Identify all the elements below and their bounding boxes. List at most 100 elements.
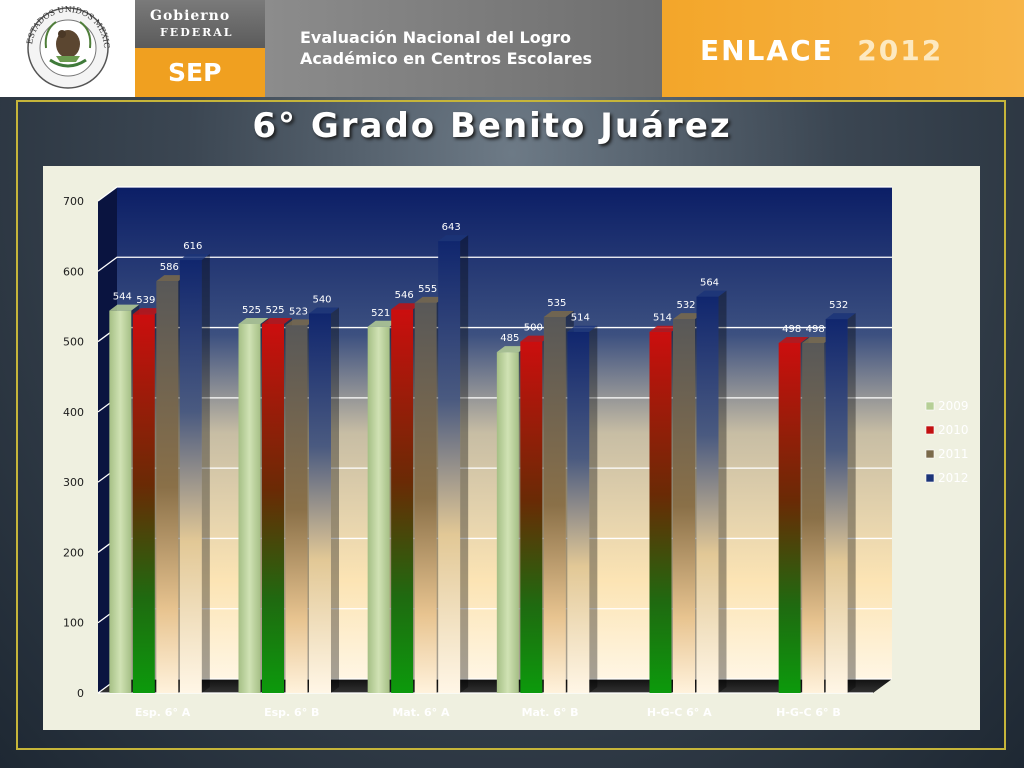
data-label: 525 xyxy=(242,305,261,316)
seal-panel: ESTADOS UNIDOS MEXICANOS xyxy=(0,0,135,97)
legend-swatch-2010 xyxy=(925,425,935,435)
y-tick-label: 0 xyxy=(77,687,84,700)
legend-swatch-2012 xyxy=(925,473,935,483)
data-label: 498 xyxy=(782,324,801,335)
bar-2011 xyxy=(285,325,308,693)
bar-2011 xyxy=(673,319,695,693)
bar-top-2010 xyxy=(262,318,292,324)
x-tick-label: H-G-C 6° B xyxy=(776,706,841,719)
bar-chart: 0 100 200 300 400 500 600 700 544 539 586 616 Esp. 6… xyxy=(43,166,980,730)
bar-side-2012 xyxy=(718,290,727,693)
legend-label: 2010 xyxy=(938,423,969,437)
y-tick-label: 600 xyxy=(63,265,84,278)
x-tick-label: Esp. 6° B xyxy=(264,706,319,719)
bar-top-2012 xyxy=(696,290,727,297)
bar-top-2011 xyxy=(543,310,574,317)
bar-2010 xyxy=(778,342,801,693)
bar-2012 xyxy=(696,296,719,693)
bar-2009 xyxy=(109,310,132,693)
data-label: 643 xyxy=(442,222,461,233)
data-label: 540 xyxy=(312,294,331,305)
data-label: 523 xyxy=(289,306,308,317)
bar-top-2012 xyxy=(179,254,210,261)
data-label: 514 xyxy=(571,313,590,324)
data-label: 525 xyxy=(265,305,284,316)
sep-label: SEP xyxy=(168,58,222,87)
bar-top-2009 xyxy=(109,304,140,311)
plot-floor xyxy=(98,679,892,693)
x-tick-label: Mat. 6° B xyxy=(522,706,579,719)
bar-top-2010 xyxy=(649,325,680,332)
legend-swatch-2011 xyxy=(925,449,935,459)
bar-top-2011 xyxy=(673,313,703,320)
header-banner: ESTADOS UNIDOS MEXICANOS Gobierno FEDERA… xyxy=(0,0,1024,97)
data-label: 485 xyxy=(500,333,519,344)
bar-2010 xyxy=(132,314,155,693)
bar-2011 xyxy=(802,342,825,693)
enlace-title: ENLACE 2012 xyxy=(700,34,943,67)
data-label: 564 xyxy=(700,278,719,289)
data-label: 544 xyxy=(113,292,132,303)
y-tick-label: 300 xyxy=(63,476,84,489)
slide-frame xyxy=(16,100,1006,750)
data-label: 616 xyxy=(183,241,202,252)
data-label: 500 xyxy=(524,323,543,334)
bar-top-2010 xyxy=(520,335,551,342)
bar-2010 xyxy=(649,331,672,693)
data-label: 514 xyxy=(653,313,672,324)
y-tick-label: 400 xyxy=(63,406,84,419)
bar-2011 xyxy=(414,302,437,693)
bar-top-2011 xyxy=(156,275,187,282)
bar-top-2011 xyxy=(802,336,833,343)
x-tick-label: Esp. 6° A xyxy=(135,706,191,719)
federal-label: FEDERAL xyxy=(160,26,234,39)
x-tick-label: Mat. 6° A xyxy=(392,706,450,719)
data-label: 498 xyxy=(806,324,825,335)
slide-title: 6° Grado Benito Juárez xyxy=(252,106,732,146)
y-tick-label: 100 xyxy=(63,617,84,630)
bar-side-2012 xyxy=(331,307,339,693)
sep-panel xyxy=(135,48,265,97)
y-tick-label: 700 xyxy=(63,195,84,208)
bar-2011 xyxy=(156,281,179,693)
y-tick-label: 200 xyxy=(63,546,84,559)
bar-2012 xyxy=(567,331,590,693)
evaluation-panel xyxy=(265,0,662,97)
data-label: 539 xyxy=(136,295,155,306)
y-tick-label: 500 xyxy=(63,336,84,349)
bar-top-2012 xyxy=(309,307,339,314)
data-label: 546 xyxy=(395,290,414,301)
bar-side-2012 xyxy=(589,325,598,693)
bar-top-2010 xyxy=(391,303,422,310)
legend-swatch-2009 xyxy=(925,401,935,411)
data-label: 532 xyxy=(829,300,848,311)
bar-top-2011 xyxy=(414,296,445,303)
bar-top-2012 xyxy=(567,325,598,332)
bar-side-2012 xyxy=(460,235,469,693)
bar-top-2009 xyxy=(367,320,398,327)
mexican-coat-of-arms-icon: ESTADOS UNIDOS MEXICANOS xyxy=(0,0,111,89)
data-label: 535 xyxy=(547,298,566,309)
legend-label: 2009 xyxy=(938,399,969,413)
bar-2010 xyxy=(520,341,543,693)
bar-2009 xyxy=(496,352,519,693)
bar-top-2012 xyxy=(825,313,856,320)
bar-2009 xyxy=(367,326,390,693)
bar-side-2012 xyxy=(201,254,210,693)
legend-label: 2011 xyxy=(938,447,969,461)
x-tick-label: H-G-C 6° A xyxy=(647,706,712,719)
bar-2012 xyxy=(825,319,848,693)
bar-top-2009 xyxy=(496,346,527,353)
gobierno-federal-panel xyxy=(135,0,265,48)
evaluation-title-line-2: Académico en Centros Escolares xyxy=(300,49,593,68)
enlace-word: ENLACE xyxy=(700,34,834,67)
bar-2012 xyxy=(438,241,461,693)
gridline xyxy=(97,186,892,202)
evaluation-title-line-1: Evaluación Nacional del Logro xyxy=(300,28,572,47)
bar-2012 xyxy=(309,313,331,693)
bar-top-2010 xyxy=(778,336,809,343)
data-label: 555 xyxy=(418,284,437,295)
legend-label: 2012 xyxy=(938,471,969,485)
bar-top-2010 xyxy=(132,308,163,315)
bar-top-2009 xyxy=(238,318,269,324)
